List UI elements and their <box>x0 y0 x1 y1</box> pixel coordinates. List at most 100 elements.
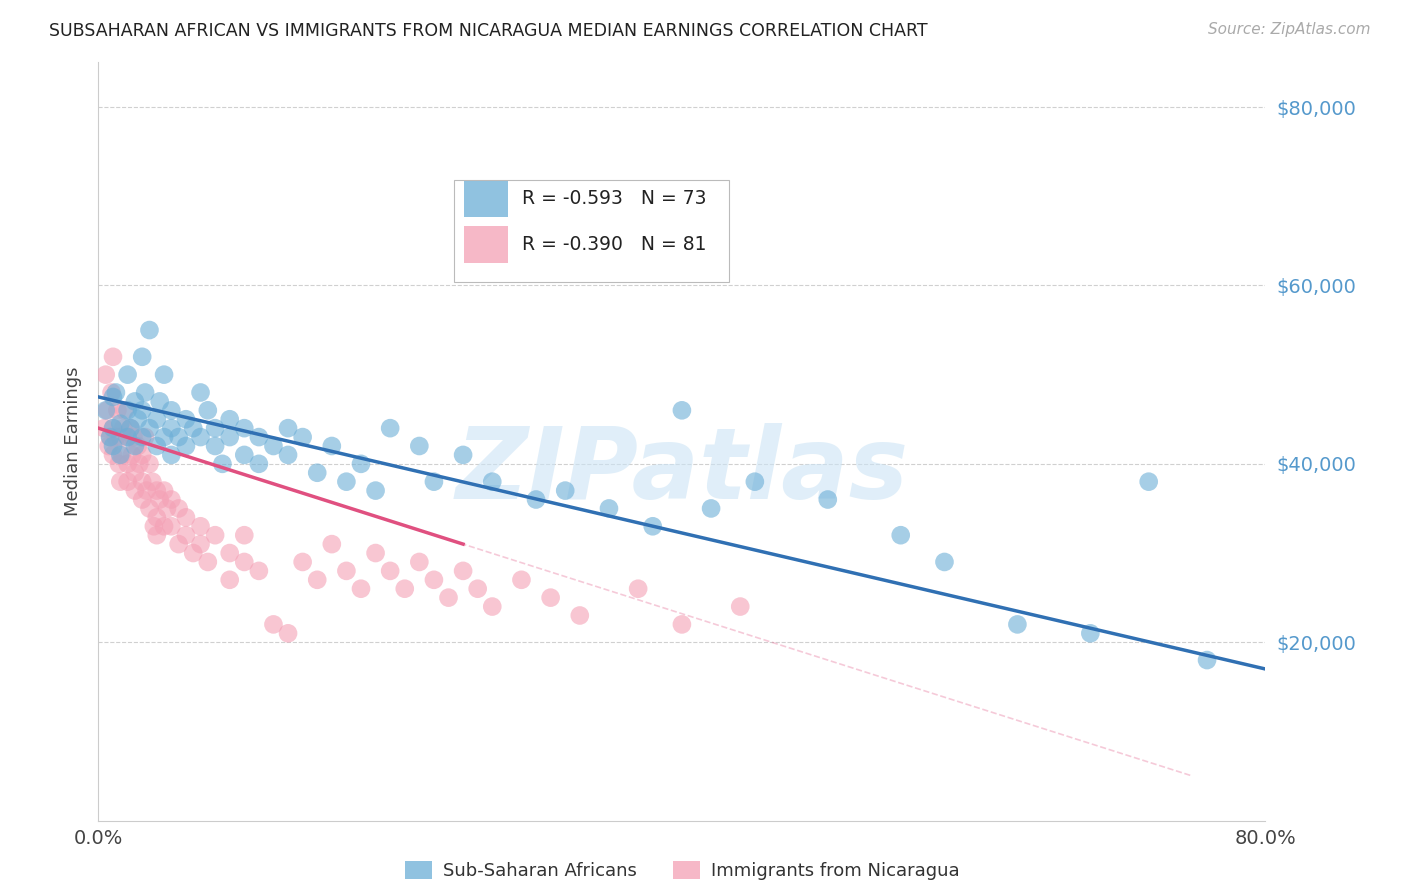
Point <box>817 492 839 507</box>
Point <box>524 492 547 507</box>
Point <box>98 430 121 444</box>
Point <box>117 403 139 417</box>
Point <box>131 475 153 489</box>
Point <box>124 394 146 409</box>
Point <box>307 573 329 587</box>
Point <box>117 430 139 444</box>
Point <box>890 528 912 542</box>
Point <box>117 457 139 471</box>
Point <box>218 546 240 560</box>
Point <box>146 528 169 542</box>
Point <box>131 448 153 462</box>
Point <box>408 439 430 453</box>
Point <box>146 439 169 453</box>
Point <box>167 537 190 551</box>
Point <box>101 421 124 435</box>
Point <box>364 483 387 498</box>
Point <box>146 510 169 524</box>
Text: ZIPatlas: ZIPatlas <box>456 424 908 520</box>
Point <box>423 573 446 587</box>
Point <box>134 430 156 444</box>
Point <box>510 573 533 587</box>
Point <box>467 582 489 596</box>
Point <box>146 483 169 498</box>
Point <box>134 385 156 400</box>
Point <box>233 555 256 569</box>
Point <box>321 439 343 453</box>
Point <box>181 421 204 435</box>
Point <box>321 537 343 551</box>
Point <box>94 368 117 382</box>
Point <box>124 483 146 498</box>
Point <box>204 421 226 435</box>
Point <box>97 439 120 453</box>
Point <box>120 421 142 435</box>
Point <box>218 412 240 426</box>
Point <box>149 394 172 409</box>
Point <box>641 519 664 533</box>
Point <box>174 412 197 426</box>
Point <box>160 519 183 533</box>
Point <box>101 350 124 364</box>
Point <box>146 412 169 426</box>
Point <box>181 546 204 560</box>
Point <box>101 439 124 453</box>
Point <box>277 448 299 462</box>
Point <box>167 501 190 516</box>
Point <box>233 421 256 435</box>
Point <box>110 430 132 444</box>
Point <box>105 403 128 417</box>
Point <box>124 466 146 480</box>
Point <box>131 492 153 507</box>
Point <box>277 626 299 640</box>
Point <box>127 412 149 426</box>
Point <box>110 448 132 462</box>
Point <box>160 492 183 507</box>
Point <box>744 475 766 489</box>
Point <box>153 430 176 444</box>
Point <box>174 510 197 524</box>
Point <box>94 403 117 417</box>
Point <box>730 599 752 614</box>
FancyBboxPatch shape <box>464 227 508 262</box>
Point <box>291 430 314 444</box>
Point <box>218 573 240 587</box>
Point <box>117 368 139 382</box>
Point <box>1137 475 1160 489</box>
Point <box>104 430 127 444</box>
Point <box>451 448 474 462</box>
Point <box>117 475 139 489</box>
Point <box>135 483 157 498</box>
Point <box>247 564 270 578</box>
Point <box>120 421 142 435</box>
Point <box>190 537 212 551</box>
Point <box>124 439 146 453</box>
Point <box>671 403 693 417</box>
Text: SUBSAHARAN AFRICAN VS IMMIGRANTS FROM NICARAGUA MEDIAN EARNINGS CORRELATION CHAR: SUBSAHARAN AFRICAN VS IMMIGRANTS FROM NI… <box>49 22 928 40</box>
Point <box>307 466 329 480</box>
Point <box>247 457 270 471</box>
Point <box>1195 653 1218 667</box>
Point <box>451 564 474 578</box>
Text: R = -0.593   N = 73: R = -0.593 N = 73 <box>522 189 707 209</box>
Point <box>335 475 357 489</box>
Point <box>554 483 576 498</box>
FancyBboxPatch shape <box>464 181 508 217</box>
Point <box>156 501 179 516</box>
Point <box>112 421 135 435</box>
Point <box>408 555 430 569</box>
Point <box>1007 617 1029 632</box>
Point <box>153 519 176 533</box>
Point <box>423 475 446 489</box>
Point <box>190 430 212 444</box>
Point <box>204 439 226 453</box>
Point <box>540 591 562 605</box>
Point <box>380 564 402 578</box>
Point <box>364 546 387 560</box>
Point <box>204 528 226 542</box>
Point <box>117 430 139 444</box>
Point <box>131 350 153 364</box>
Point <box>1080 626 1102 640</box>
Point <box>138 501 160 516</box>
Point <box>138 457 160 471</box>
